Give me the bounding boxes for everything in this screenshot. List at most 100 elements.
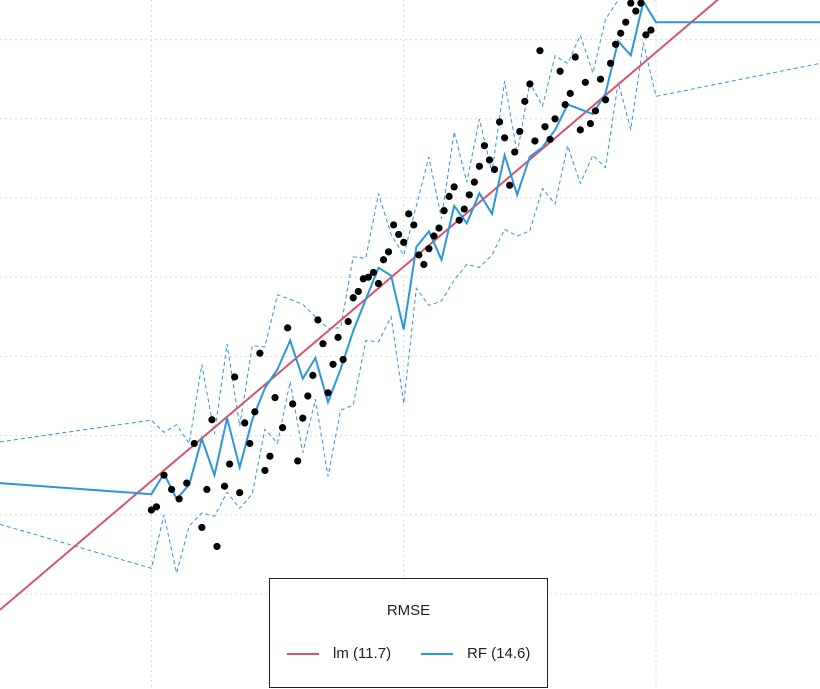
data-point <box>591 107 600 115</box>
data-point <box>455 216 463 224</box>
data-point <box>470 178 478 186</box>
data-point <box>531 137 539 145</box>
series-lines <box>0 0 820 611</box>
data-point <box>420 260 428 269</box>
data-point <box>384 248 393 256</box>
data-point <box>324 389 332 397</box>
data-point <box>294 457 302 465</box>
data-point <box>581 78 589 86</box>
data-point <box>231 373 239 381</box>
data-point <box>299 414 307 422</box>
data-point <box>627 0 635 7</box>
data-point <box>495 118 504 126</box>
data-point <box>374 279 383 288</box>
data-point <box>551 115 559 123</box>
data-point <box>571 53 579 61</box>
data-point <box>314 316 322 324</box>
data-point <box>440 207 448 215</box>
data-point <box>632 7 640 15</box>
data-point <box>349 294 357 302</box>
data-point <box>516 127 524 136</box>
data-point <box>304 392 312 400</box>
data-point <box>160 471 168 479</box>
data-point <box>213 542 221 551</box>
data-point <box>425 245 433 253</box>
data-point <box>379 256 388 264</box>
data-point <box>561 100 569 109</box>
data-point <box>622 18 630 26</box>
data-point <box>647 26 655 34</box>
data-point <box>226 460 234 468</box>
data-point <box>511 148 519 156</box>
data-point <box>430 232 438 240</box>
data-point <box>309 371 317 379</box>
data-point <box>612 40 620 48</box>
legend-swatch-lm <box>287 653 319 655</box>
data-point <box>450 183 458 191</box>
data-point <box>152 503 161 511</box>
data-point <box>435 224 443 232</box>
rf-confidence-band <box>0 0 820 574</box>
data-point <box>521 97 529 105</box>
legend-title: RMSE <box>386 602 431 619</box>
data-point <box>506 181 514 189</box>
data-point <box>490 165 499 174</box>
data-point <box>485 156 494 164</box>
rf-line <box>0 0 820 501</box>
data-point <box>501 134 509 142</box>
data-point <box>271 393 279 402</box>
data-point <box>556 67 564 75</box>
data-point <box>400 238 408 246</box>
data-point <box>601 96 610 104</box>
data-point <box>278 424 287 432</box>
data-point <box>183 479 191 487</box>
data-point <box>390 221 398 229</box>
data-point <box>586 119 595 128</box>
data-point <box>526 80 534 88</box>
legend-label-lm: lm (11.7) <box>333 645 392 662</box>
data-point <box>198 523 206 532</box>
data-point <box>445 192 453 201</box>
data-point <box>596 75 605 83</box>
data-point <box>203 485 211 494</box>
data-point <box>284 324 292 332</box>
data-point <box>256 349 264 357</box>
data-point <box>405 210 413 218</box>
data-point <box>289 400 297 408</box>
data-point <box>536 47 544 55</box>
legend-swatch-rf <box>421 653 453 655</box>
data-point <box>236 488 244 497</box>
rf-upper-bound <box>0 0 619 445</box>
data-point <box>642 31 650 39</box>
rf-lower-bound <box>0 42 820 574</box>
data-point <box>410 221 418 229</box>
data-point <box>606 59 615 67</box>
data-points <box>147 0 655 551</box>
data-point <box>460 205 468 213</box>
data-point <box>566 89 574 98</box>
data-point <box>465 191 473 199</box>
data-point <box>364 273 372 281</box>
data-point <box>415 251 423 259</box>
data-point <box>261 466 269 475</box>
data-point <box>220 482 229 490</box>
data-point <box>480 142 489 150</box>
data-point <box>339 355 347 364</box>
data-point <box>475 162 483 170</box>
data-point <box>546 135 554 143</box>
data-point <box>576 126 584 134</box>
data-point <box>637 0 645 7</box>
data-point <box>334 333 342 341</box>
data-point <box>344 317 352 326</box>
data-point <box>251 408 259 416</box>
data-point <box>329 360 337 368</box>
data-point <box>246 439 254 448</box>
data-point <box>208 416 216 424</box>
data-point <box>541 123 549 131</box>
data-point <box>175 495 183 503</box>
data-point <box>617 29 625 37</box>
data-point <box>266 452 274 460</box>
data-point <box>167 485 176 494</box>
